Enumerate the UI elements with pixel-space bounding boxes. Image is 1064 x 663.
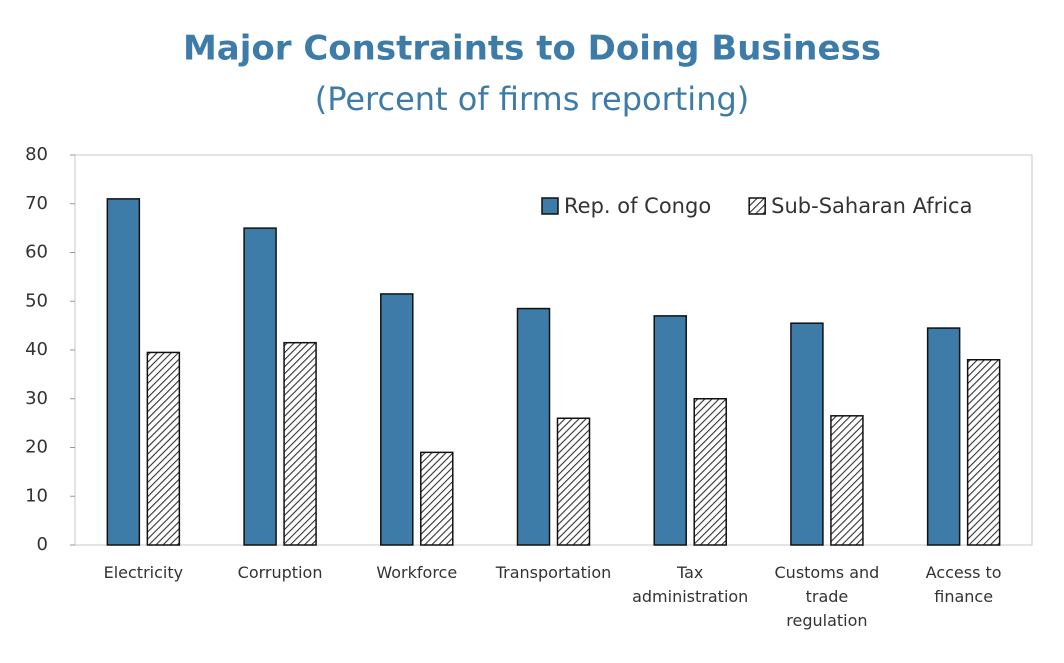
bar	[790, 322, 824, 546]
legend-label: Rep. of Congo	[564, 194, 711, 218]
x-tick-label: Corruption	[237, 563, 323, 582]
y-tick-label: 80	[25, 144, 48, 165]
y-tick-label: 40	[25, 339, 48, 360]
legend-swatch	[541, 197, 559, 215]
bar	[146, 351, 181, 546]
y-tick-label: 70	[25, 193, 48, 214]
bar	[516, 307, 551, 546]
y-tick-label: 60	[25, 242, 48, 263]
y-tick-label: 30	[25, 388, 48, 409]
chart-title: Major Constraints to Doing Business	[183, 29, 881, 69]
bar	[380, 293, 414, 546]
bar	[926, 327, 961, 546]
x-tick-label: Tax administration	[632, 563, 749, 606]
bar	[693, 398, 727, 546]
bar	[283, 341, 317, 546]
y-tick-label: 10	[25, 485, 48, 506]
bar	[966, 359, 1001, 546]
bar	[243, 227, 277, 546]
x-tick-label: Customs and trade regulation	[774, 563, 880, 630]
chart-subtitle: (Percent of firms reporting)	[315, 80, 750, 118]
y-tick-label: 20	[25, 437, 48, 458]
legend-swatch	[748, 197, 766, 215]
x-tick-label: Transportation	[495, 563, 612, 582]
x-tick-label: Electricity	[103, 563, 184, 582]
y-tick-label: 50	[25, 290, 48, 311]
bar	[106, 198, 141, 546]
bar	[830, 415, 864, 546]
x-tick-label: Access to finance	[925, 563, 1002, 606]
legend-label: Sub-Saharan Africa	[771, 194, 972, 218]
x-tick-label: Workforce	[376, 563, 458, 582]
y-tick-label: 0	[37, 534, 48, 555]
bar	[653, 315, 687, 546]
bar	[420, 451, 454, 546]
bar	[556, 417, 591, 546]
